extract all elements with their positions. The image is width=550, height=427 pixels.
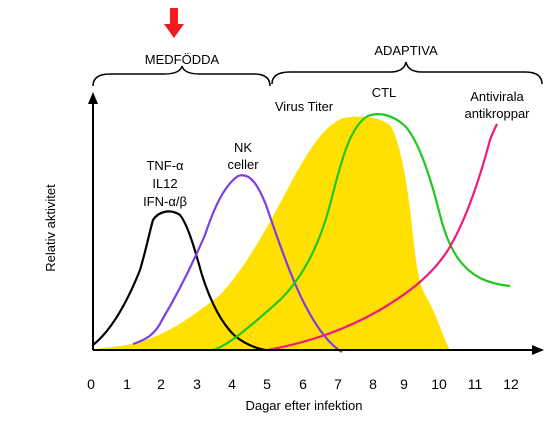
nk-cells-curve [132,174,343,353]
x-tick-1: 1 [123,376,131,392]
antibodies-label: Antivirala antikroppar [464,89,530,121]
x-tick-7: 7 [334,376,342,392]
nk-label-line1: NK [234,140,252,155]
x-tick-6: 6 [299,376,307,392]
x-axis-title: Dagar efter infektion [245,398,362,413]
cytokines-curve [92,210,266,352]
x-tick-labels: 0 1 2 3 4 5 6 7 8 9 10 11 12 [87,376,519,392]
antibodies-label-line1: Antivirala [470,89,524,104]
x-tick-0: 0 [87,376,95,392]
x-tick-10: 10 [431,376,447,392]
innate-brace [92,65,271,87]
ctl-label: CTL [372,85,397,100]
adaptive-brace [271,61,543,85]
x-tick-12: 12 [503,376,519,392]
ctl-curve [212,113,511,352]
nk-cells-label: NK celler [227,140,259,172]
cytokines-label-line1: TNF-α [146,158,184,173]
antibodies-label-line2: antikroppar [464,106,530,121]
x-tick-3: 3 [193,376,201,392]
cytokines-label: TNF-α IL12 IFN-α/β [143,158,187,209]
innate-label: MEDFÖDDA [145,52,220,67]
red-down-arrow-icon [164,8,184,38]
x-tick-11: 11 [468,376,483,392]
x-tick-9: 9 [400,376,408,392]
y-axis [88,92,98,350]
x-tick-8: 8 [369,376,377,392]
x-tick-4: 4 [228,376,236,392]
virus-titer-label: Virus Titer [275,99,334,114]
adaptive-label: ADAPTIVA [374,43,438,58]
cytokines-label-line3: IFN-α/β [143,194,187,209]
x-tick-2: 2 [157,376,165,392]
cytokines-label-line2: IL12 [152,176,177,191]
x-tick-5: 5 [263,376,271,392]
antibodies-curve [267,123,498,352]
x-axis [93,345,544,355]
nk-label-line2: celler [227,157,259,172]
y-axis-title: Relativ aktivitet [43,184,58,272]
